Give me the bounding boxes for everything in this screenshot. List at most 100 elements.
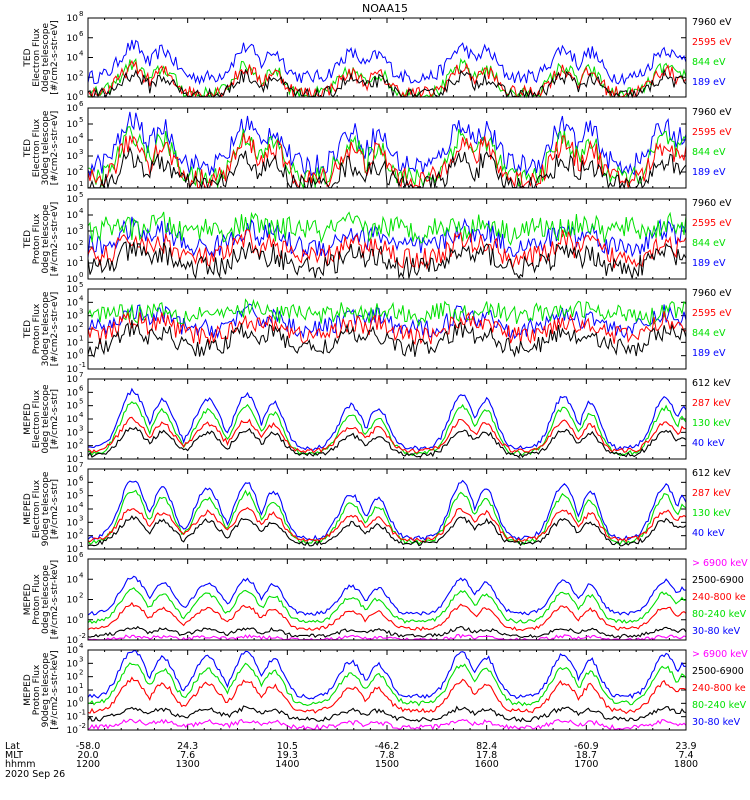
y-tick-exponent: 1 (79, 682, 83, 690)
series-blue (87, 650, 687, 700)
y-tick-exponent: 5 (79, 398, 83, 406)
y-tick-exponent: 6 (79, 100, 84, 108)
y-tick-label: 10 (67, 259, 79, 269)
legend-entry: 2595 eV (692, 37, 732, 48)
legend-entry: 130 keV (692, 508, 731, 519)
panel-6: MEPED Electron Flux 90deg telescope [#/cm2-… (23, 461, 731, 555)
y-tick-label: 10 (67, 168, 79, 178)
legend-entry: 2595 eV (692, 308, 732, 319)
series-blue (87, 479, 687, 542)
y-tick-exponent: 0 (79, 271, 83, 279)
y-tick-label: 10 (67, 636, 79, 646)
series-red (87, 676, 687, 715)
y-tick-label: 10 (67, 243, 79, 253)
y-tick-exponent: 0 (79, 348, 83, 356)
y-axis-label-line: 0deg telescope (41, 384, 51, 454)
y-tick-exponent: 6 (79, 30, 84, 38)
y-tick-exponent: 5 (79, 191, 83, 199)
series-blue (87, 216, 687, 259)
x-tick-label: 20.0 (77, 750, 98, 761)
y-tick-exponent: 0 (79, 695, 83, 703)
y-tick-label: 10 (67, 54, 79, 64)
panels: TED Electron Flux 0deg telescope [#/cm2-s-s… (23, 10, 748, 736)
y-tick-exponent: 1 (79, 541, 83, 549)
y-tick-label: 10 (67, 34, 79, 44)
panel-frame (87, 288, 687, 370)
panel-5: MEPED Electron Flux 0deg telescope [#/cm2-s… (23, 371, 731, 465)
legend-entry: 7960 eV (692, 198, 732, 209)
series-magenta (87, 718, 687, 731)
legend-entry: 7960 eV (692, 107, 732, 118)
x-tick-label: 10.5 (277, 741, 298, 752)
y-axis-label-line: [#/cm2-s-str-eV] (50, 202, 60, 277)
legend-entry: 40 keV (692, 438, 725, 449)
y-tick-label: 10 (67, 93, 79, 103)
x-tick-label: 1300 (176, 759, 200, 770)
legend-entry: > 6900 keV (692, 649, 748, 660)
legend-entry: 80-240 keV (692, 609, 747, 620)
panel-frame (87, 198, 687, 280)
y-tick-label: 10 (67, 195, 79, 205)
y-tick-label: 10 (67, 312, 79, 322)
legend-entry: 240-800 ke (692, 683, 746, 694)
x-tick-label: -58.0 (76, 741, 101, 752)
y-tick-exponent: 5 (79, 116, 83, 124)
x-tick-label: 19.3 (277, 750, 298, 761)
y-tick-exponent: 3 (79, 424, 83, 432)
legend-entry: 287 keV (692, 398, 731, 409)
legend-entry: 2595 eV (692, 218, 732, 229)
x-tick-label: 17.8 (476, 750, 497, 761)
y-tick-exponent: 4 (79, 207, 84, 215)
y-tick-exponent: 4 (79, 571, 84, 579)
series-blue (87, 387, 687, 452)
x-tick-label: 1700 (574, 759, 598, 770)
y-tick-label: 10 (67, 352, 79, 362)
y-tick-exponent: 4 (79, 50, 84, 58)
legend-entry: 612 keV (692, 378, 731, 389)
y-axis-label-line: 0deg telescope (41, 565, 51, 635)
legend-entry: 7960 eV (692, 17, 732, 28)
x-tick-label: 7.6 (180, 750, 195, 761)
y-tick-exponent: 1 (79, 180, 83, 188)
series-black (87, 625, 687, 639)
series-magenta (88, 633, 687, 641)
panel-2: TED Electron Flux 30deg telescope [#/cm2-s-… (23, 100, 732, 194)
y-tick-label: 10 (67, 686, 79, 696)
y-axis-label-line: 0deg telescope (41, 204, 51, 274)
y-tick-label: 10 (67, 545, 79, 555)
chart-title: NOAA15 (362, 2, 408, 15)
x-tick-label: -60.9 (574, 741, 599, 752)
series-red (87, 229, 687, 270)
y-tick-label: 10 (67, 646, 79, 656)
series-blue (87, 39, 687, 86)
panel-frame (87, 649, 687, 731)
y-axis-label-line: [#/cm2-s-str-eV] (50, 292, 60, 367)
series-blue (87, 575, 686, 616)
x-tick-label: 24.3 (177, 741, 198, 752)
y-axis-label-line: Proton Flux (32, 574, 42, 625)
y-tick-exponent: 4 (79, 501, 84, 509)
panel-frame (87, 378, 687, 460)
legend-entry: 844 eV (692, 328, 726, 339)
y-tick-exponent: 7 (79, 371, 83, 379)
legend-entry: 30-80 keV (692, 626, 741, 637)
y-tick-label: 10 (67, 428, 79, 438)
x-tick-label: 1500 (375, 759, 399, 770)
y-axis-label-line: Electron Flux (32, 118, 42, 177)
panel-frame (87, 17, 687, 98)
panel-frame (87, 558, 687, 641)
legend-entry: 2500-6900 (692, 575, 744, 586)
y-tick-exponent: 3 (79, 148, 83, 156)
y-axis-label-line: [#/cm2-s-str-eV] (50, 20, 60, 95)
x-tick-label: 82.4 (476, 741, 497, 752)
y-tick-label: 10 (67, 699, 79, 709)
y-axis-label-line: 0deg telescope (41, 23, 51, 93)
y-axis-label-line: [#/cm2-s-str-keV] (50, 650, 60, 729)
y-tick-label: 10 (67, 285, 79, 295)
y-tick-label: 10 (67, 726, 79, 736)
y-tick-label: 10 (67, 415, 79, 425)
y-tick-exponent: 3 (79, 308, 83, 316)
y-tick-label: 10 (67, 14, 79, 24)
y-axis-label-line: [#/cm2-s-str-keV] (50, 560, 60, 639)
series-red (87, 416, 687, 454)
